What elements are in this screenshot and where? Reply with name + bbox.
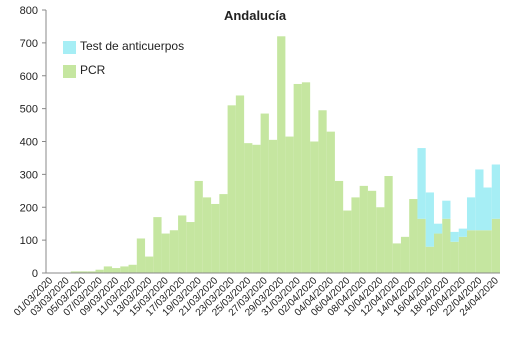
bar bbox=[491, 164, 500, 219]
bar bbox=[425, 192, 434, 247]
legend-label: PCR bbox=[80, 63, 106, 77]
bar bbox=[136, 238, 146, 273]
y-tick-label: 200 bbox=[20, 202, 38, 214]
bar bbox=[186, 222, 195, 273]
y-tick-label: 400 bbox=[20, 137, 38, 149]
bar bbox=[450, 231, 459, 242]
bar bbox=[227, 105, 236, 274]
bar bbox=[318, 110, 327, 273]
bar bbox=[343, 210, 352, 273]
bar bbox=[161, 233, 170, 273]
bar bbox=[128, 264, 137, 273]
bar bbox=[442, 218, 451, 273]
bar bbox=[112, 268, 121, 273]
y-tick-label: 500 bbox=[20, 104, 38, 116]
bar bbox=[400, 236, 410, 273]
bar bbox=[293, 83, 302, 273]
bar bbox=[120, 266, 129, 273]
bar bbox=[483, 230, 492, 273]
bar bbox=[442, 200, 451, 219]
bar bbox=[70, 271, 80, 273]
bar bbox=[475, 169, 484, 231]
bar bbox=[169, 230, 179, 273]
bar bbox=[433, 223, 443, 234]
bar bbox=[491, 218, 500, 273]
bar bbox=[458, 228, 467, 237]
bar bbox=[211, 203, 220, 273]
legend-swatch bbox=[63, 41, 76, 54]
y-tick-label: 800 bbox=[20, 5, 38, 17]
bar bbox=[376, 207, 385, 273]
bar bbox=[301, 82, 311, 273]
bar bbox=[367, 190, 377, 273]
bar bbox=[417, 148, 426, 219]
bar bbox=[351, 197, 360, 273]
bar bbox=[359, 185, 368, 273]
bar bbox=[260, 113, 269, 274]
y-tick-label: 600 bbox=[20, 71, 38, 83]
chart-title: Andalucía bbox=[224, 8, 287, 23]
bar bbox=[244, 143, 253, 273]
bar bbox=[268, 139, 278, 273]
y-tick-label: 0 bbox=[32, 268, 38, 280]
y-tick-label: 700 bbox=[20, 38, 38, 50]
legend-swatch bbox=[63, 65, 76, 78]
bar bbox=[178, 215, 187, 273]
bar bbox=[153, 217, 162, 273]
bar bbox=[95, 269, 104, 273]
bar bbox=[285, 136, 294, 273]
bar bbox=[219, 194, 228, 273]
bar bbox=[252, 144, 261, 273]
bar bbox=[433, 233, 443, 273]
bar bbox=[466, 197, 476, 231]
bar bbox=[79, 271, 88, 273]
bar bbox=[483, 187, 492, 231]
bar bbox=[310, 141, 319, 273]
legend-label: Test de anticuerpos bbox=[80, 39, 184, 53]
bar bbox=[409, 199, 418, 273]
bar bbox=[87, 271, 96, 273]
bar bbox=[458, 236, 467, 273]
bar bbox=[466, 230, 476, 273]
y-tick-label: 100 bbox=[20, 235, 38, 247]
bar bbox=[475, 230, 484, 273]
bar bbox=[202, 197, 212, 273]
bar bbox=[326, 131, 335, 273]
bar bbox=[334, 180, 344, 273]
bar bbox=[103, 266, 113, 273]
bar bbox=[145, 256, 154, 273]
y-tick-label: 300 bbox=[20, 169, 38, 181]
bar bbox=[384, 176, 393, 273]
bar bbox=[417, 218, 426, 273]
bar bbox=[392, 243, 401, 273]
bar bbox=[235, 95, 245, 273]
bar bbox=[277, 36, 286, 273]
bar bbox=[194, 180, 203, 273]
bar bbox=[425, 246, 434, 273]
bar bbox=[450, 241, 459, 273]
